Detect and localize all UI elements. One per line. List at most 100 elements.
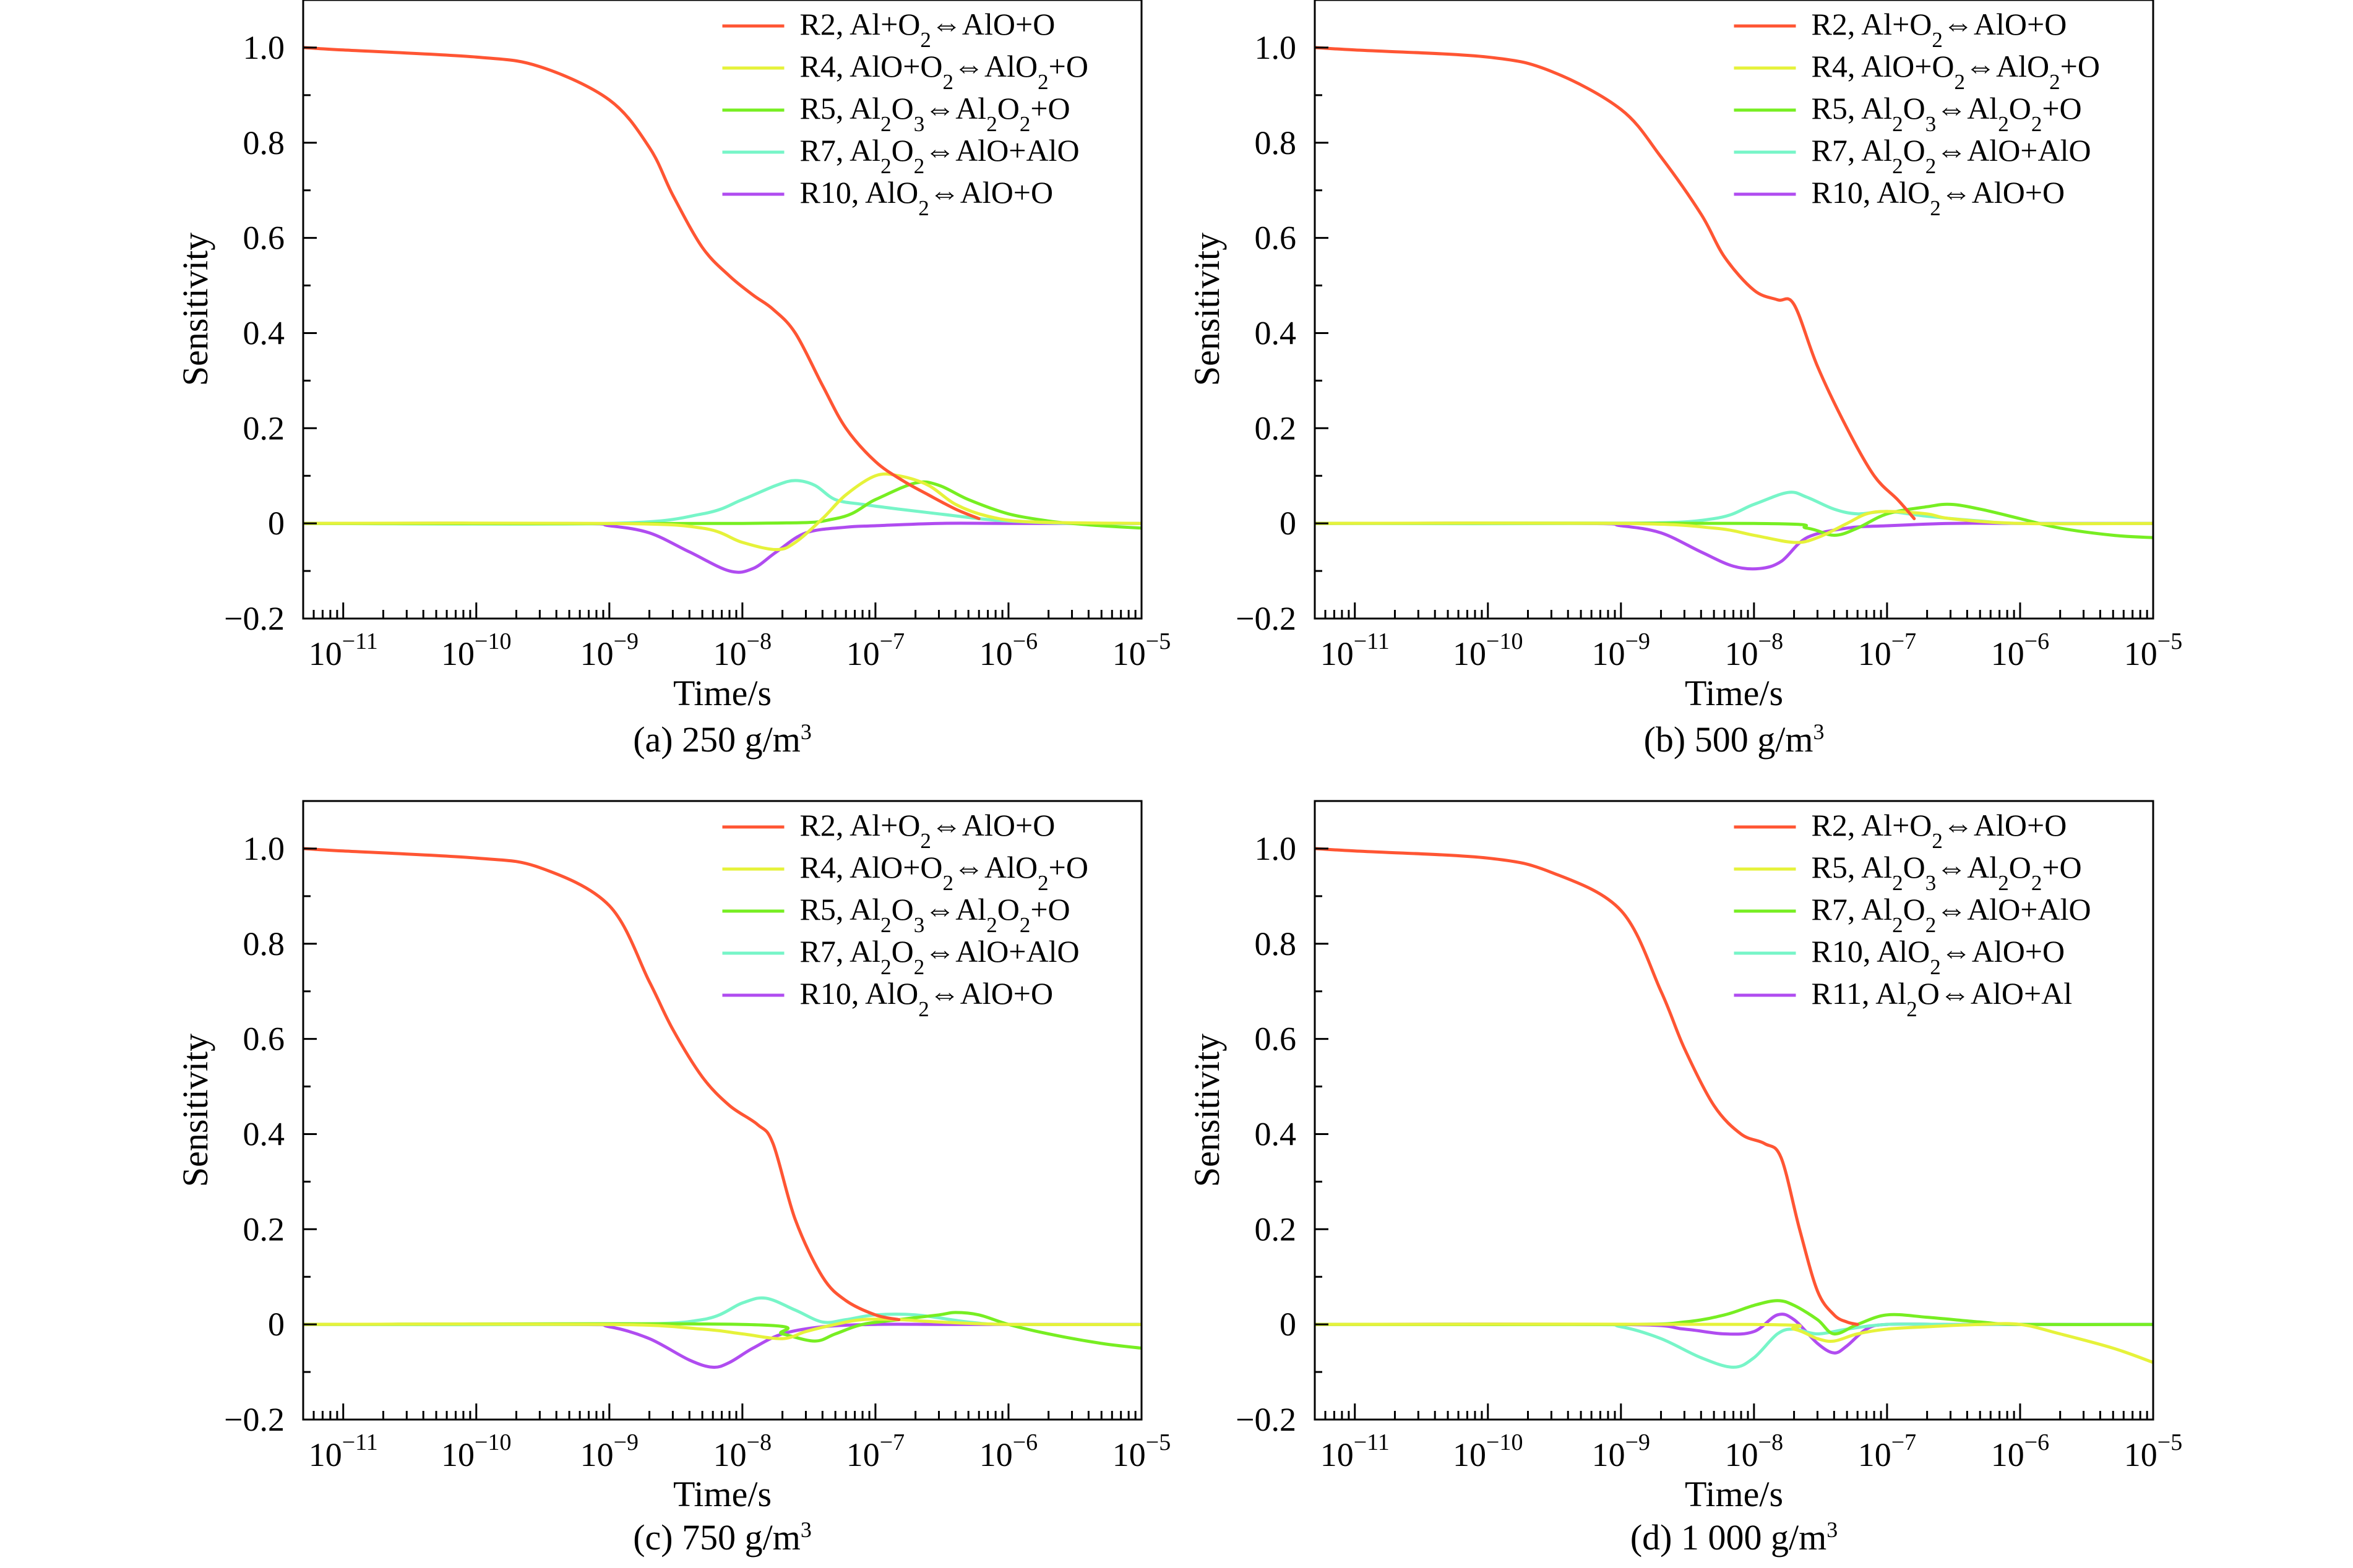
x-axis-title: Time/s — [1685, 673, 1783, 713]
x-tick-label: 10−5 — [2124, 1429, 2182, 1473]
panel-caption: (a) 250 g/m3 — [633, 719, 812, 760]
legend-label-4: R10, AlO2⇔AlO+O — [800, 976, 1054, 1021]
series-line-1 — [1315, 1322, 2153, 1365]
y-tick-label: 0 — [268, 1306, 285, 1343]
x-tick-label: 10−5 — [1112, 628, 1171, 672]
x-tick-label: 10−7 — [1858, 628, 1916, 672]
x-tick-label: 10−9 — [580, 628, 639, 672]
x-tick-label: 10−9 — [1592, 1429, 1650, 1473]
y-tick-label: −0.2 — [224, 1401, 285, 1438]
y-tick-label: 1.0 — [1255, 830, 1297, 867]
series-group — [1315, 847, 2153, 1369]
y-tick-label: 0.2 — [243, 409, 285, 447]
y-tick-label: 0.6 — [243, 220, 285, 257]
legend-label-3: R7, Al2O2⇔AlO+AlO — [800, 133, 1080, 178]
x-tick-label: 10−10 — [441, 628, 511, 672]
legend-label-4: R10, AlO2⇔AlO+O — [800, 175, 1054, 220]
y-tick-label: −0.2 — [1236, 1401, 1296, 1438]
series-group — [303, 847, 1142, 1369]
x-tick-label: 10−8 — [1725, 628, 1783, 672]
x-tick-label: 10−6 — [1991, 1429, 2049, 1473]
x-tick-label: 10−6 — [979, 1429, 1038, 1473]
x-tick-label: 10−7 — [846, 1429, 905, 1473]
x-tick-label: 10−7 — [846, 628, 905, 672]
x-tick-label: 10−11 — [309, 1429, 378, 1473]
x-axis-title: Time/s — [1685, 1474, 1783, 1514]
y-tick-label: 1.0 — [243, 830, 285, 867]
series-line-1 — [303, 1317, 1142, 1340]
x-tick-label: 10−8 — [1725, 1429, 1783, 1473]
y-tick-label: 0.2 — [1255, 1210, 1297, 1248]
legend-label-4: R11, Al2O⇔AlO+Al — [1812, 976, 2073, 1021]
x-tick-label: 10−10 — [1453, 1429, 1523, 1473]
series-line-2 — [1315, 502, 2153, 539]
y-tick-label: 0.4 — [243, 314, 285, 351]
y-tick-label: 0.2 — [243, 1210, 285, 1248]
x-axis-title: Time/s — [673, 1474, 772, 1514]
y-tick-label: 0 — [1280, 1306, 1296, 1343]
chart-panel-0: 10−11 10−10 10−9 10−8 10−7 10−6 10−5 −0.2 0 0.2 0.… — [175, 0, 1171, 760]
chart-panel-1: 10−11 10−10 10−9 10−8 10−7 10−6 10−5 −0.2 0 0.2 0.… — [1187, 0, 2182, 760]
series-group — [1315, 46, 2153, 571]
legend-label-1: R5, Al2O3⇔Al2O2+O — [1812, 850, 2082, 895]
y-tick-label: 1.0 — [243, 29, 285, 66]
y-tick-label: 0.8 — [243, 124, 285, 161]
y-tick-label: 0.8 — [243, 925, 285, 962]
y-tick-label: 0 — [1280, 505, 1296, 542]
y-tick-label: 0.6 — [1255, 220, 1297, 257]
legend-label-0: R2, Al+O2⇔AlO+O — [1812, 808, 2067, 853]
legend-label-1: R4, AlO+O2⇔AlO2+O — [1812, 49, 2100, 94]
legend-label-2: R5, Al2O3⇔Al2O2+O — [1812, 91, 2082, 136]
y-tick-label: 0.8 — [1255, 925, 1297, 962]
x-axis-title: Time/s — [673, 673, 772, 713]
series-line-2 — [303, 1311, 1142, 1350]
y-tick-label: −0.2 — [224, 600, 285, 637]
legend-label-2: R7, Al2O2⇔AlO+AlO — [1812, 892, 2091, 937]
x-tick-label: 10−5 — [1112, 1429, 1171, 1473]
series-line-0 — [303, 847, 901, 1321]
legend-label-4: R10, AlO2⇔AlO+O — [1812, 175, 2065, 220]
x-tick-label: 10−9 — [1592, 628, 1650, 672]
x-tick-label: 10−11 — [1320, 628, 1390, 672]
panel-caption: (b) 500 g/m3 — [1644, 719, 1825, 760]
legend-label-2: R5, Al2O3⇔Al2O2+O — [800, 91, 1070, 136]
panel-caption: (c) 750 g/m3 — [633, 1517, 812, 1557]
x-tick-label: 10−8 — [713, 628, 772, 672]
y-axis-title: Sensitivity — [175, 1034, 215, 1187]
series-group — [303, 46, 1142, 574]
legend-label-0: R2, Al+O2⇔AlO+O — [800, 808, 1056, 853]
series-line-0 — [1315, 847, 1859, 1326]
x-tick-label: 10−11 — [1320, 1429, 1390, 1473]
legend-label-0: R2, Al+O2⇔AlO+O — [1812, 7, 2067, 52]
y-tick-label: 0.4 — [1255, 314, 1297, 351]
x-tick-label: 10−9 — [580, 1429, 639, 1473]
legend-label-0: R2, Al+O2⇔AlO+O — [800, 7, 1056, 52]
legend-label-1: R4, AlO+O2⇔AlO2+O — [800, 49, 1088, 94]
y-tick-label: 0.4 — [1255, 1115, 1297, 1152]
y-axis-title: Sensitivity — [1187, 1034, 1227, 1187]
x-tick-label: 10−6 — [979, 628, 1038, 672]
x-tick-label: 10−10 — [441, 1429, 511, 1473]
x-tick-label: 10−11 — [309, 628, 378, 672]
legend-label-3: R7, Al2O2⇔AlO+AlO — [1812, 133, 2091, 178]
legend-label-3: R7, Al2O2⇔AlO+AlO — [800, 934, 1080, 979]
y-tick-label: 0.6 — [243, 1021, 285, 1058]
y-tick-label: 0 — [268, 505, 285, 542]
y-tick-label: −0.2 — [1236, 600, 1296, 637]
series-line-0 — [1315, 46, 1916, 520]
panel-caption: (d) 1 000 g/m3 — [1630, 1517, 1838, 1557]
legend-label-2: R5, Al2O3⇔Al2O2+O — [800, 892, 1070, 937]
series-line-0 — [303, 46, 981, 520]
y-tick-label: 0.2 — [1255, 409, 1297, 447]
legend-label-1: R4, AlO+O2⇔AlO2+O — [800, 850, 1088, 895]
y-tick-label: 0.4 — [243, 1115, 285, 1152]
series-line-1 — [303, 472, 1142, 551]
chart-panel-3: 10−11 10−10 10−9 10−8 10−7 10−6 10−5 −0.2 0 0.2 0.… — [1187, 800, 2182, 1557]
legend-label-3: R10, AlO2⇔AlO+O — [1812, 934, 2065, 979]
x-tick-label: 10−10 — [1453, 628, 1523, 672]
x-tick-label: 10−5 — [2124, 628, 2182, 672]
y-axis-title: Sensitivity — [1187, 233, 1227, 386]
